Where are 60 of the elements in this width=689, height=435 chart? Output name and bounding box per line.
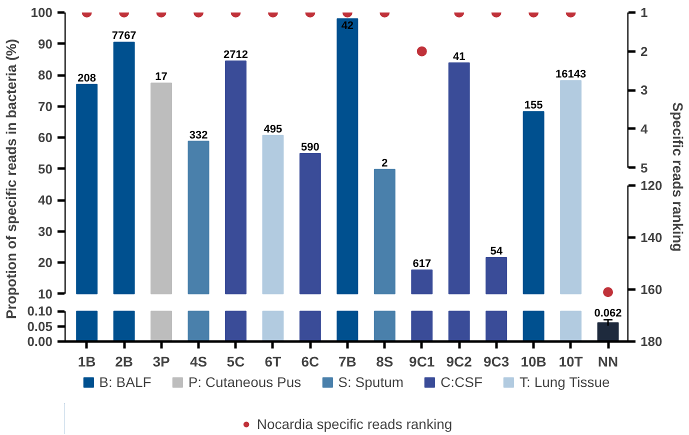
y2-tick-label: 2 xyxy=(640,44,648,59)
annotation: 41 xyxy=(452,50,466,63)
y-tick-label: 20 xyxy=(38,255,53,270)
y2-tick-label: 3 xyxy=(640,82,648,98)
annotation: 332 xyxy=(189,129,208,142)
y2-axis-title: Specific reads ranking xyxy=(670,102,686,252)
annotation: 2712 xyxy=(224,48,248,61)
legend-label: B: BALF xyxy=(99,374,152,390)
y3-tick-label: 160 xyxy=(640,282,662,298)
y-tick-label: 40 xyxy=(38,192,53,208)
annotation: 7767 xyxy=(112,30,136,42)
x-tick-label: 6C xyxy=(301,354,320,370)
legend-label: C:CSF xyxy=(440,374,483,390)
annotation: 17 xyxy=(155,71,168,84)
y-tick-label: 50 xyxy=(38,161,53,176)
x-tick-label: 9C2 xyxy=(446,354,472,370)
legend-label: S: Sputum xyxy=(338,374,404,390)
x-tick-label: 3P xyxy=(152,354,170,370)
x-tick-label: 6T xyxy=(264,354,282,370)
x-tick-label: 9C1 xyxy=(409,354,435,370)
x-tick-label: 5C xyxy=(226,354,245,370)
y3-tick-label: 120 xyxy=(640,178,662,194)
legend-label: P: Cutaneous Pus xyxy=(188,374,302,390)
annotation: 155 xyxy=(524,100,543,112)
legend-label: Nocardia specific reads ranking xyxy=(256,416,452,432)
annotation: 617 xyxy=(412,258,432,270)
x-tick-label: 8S xyxy=(376,354,394,370)
annotation: 208 xyxy=(78,72,96,84)
y-tick-label: 100 xyxy=(30,5,53,20)
y2-tick-label: 1 xyxy=(640,5,648,20)
y2-tick-label: 4 xyxy=(640,121,648,136)
annotation: 590 xyxy=(301,141,320,154)
y-tick-label: 70 xyxy=(38,98,53,114)
x-tick-label: 7B xyxy=(338,354,356,370)
annotation: 16143 xyxy=(556,68,586,81)
y-tick-label: 30 xyxy=(38,224,53,239)
y-tick-label: 80 xyxy=(38,68,53,83)
annotation: 2 xyxy=(382,157,388,170)
y-tick-label: 0.00 xyxy=(27,334,53,349)
annotation: 495 xyxy=(264,123,282,136)
x-tick-label: 2B xyxy=(115,354,134,370)
annotation: 54 xyxy=(490,246,504,258)
y-axis-title: Propotion of specific reads in bacteria (%) xyxy=(3,38,20,319)
y-tick-label: 0.05 xyxy=(27,318,53,334)
annotation: 42 xyxy=(341,20,354,32)
x-tick-label: 1B xyxy=(78,354,96,370)
x-tick-label: 10T xyxy=(558,354,584,370)
y-tick-label: 60 xyxy=(38,130,53,146)
x-tick-label: NN xyxy=(598,354,618,370)
y-tick-label: 90 xyxy=(38,36,53,52)
data-label: 0.062 xyxy=(594,308,622,320)
y2-tick-label: 5 xyxy=(640,160,648,176)
legend-label: T: Lung Tissue xyxy=(520,374,610,390)
y-tick-label: 0.10 xyxy=(27,304,53,319)
x-tick-label: 4S xyxy=(190,354,208,370)
y-tick-label: 10 xyxy=(38,286,53,302)
y3-tick-label: 140 xyxy=(640,230,662,246)
x-tick-label: 9C3 xyxy=(484,354,510,370)
y3-tick-label: 180 xyxy=(640,334,662,349)
x-tick-label: 10B xyxy=(520,354,546,370)
